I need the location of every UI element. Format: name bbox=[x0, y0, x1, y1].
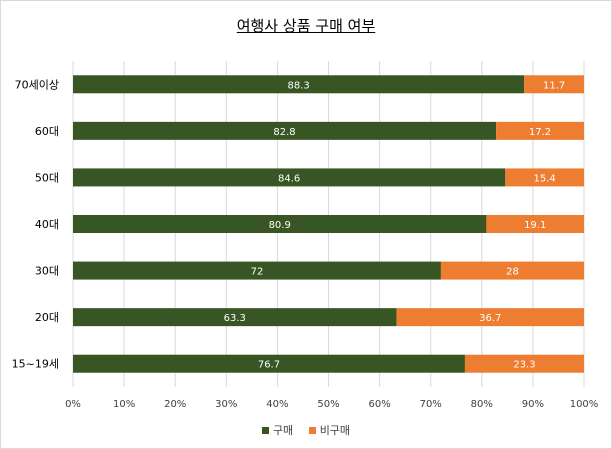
bar-non-purchase bbox=[486, 215, 584, 233]
category-label: 70세이상 bbox=[15, 78, 59, 91]
x-tick-label: 20% bbox=[164, 399, 186, 410]
bar-non-purchase bbox=[464, 354, 584, 373]
legend-item-non-purchase: 비구매 bbox=[308, 422, 351, 438]
data-label: 88.3 bbox=[287, 80, 309, 91]
x-tick-label: 0% bbox=[65, 399, 81, 410]
category-label: 20대 bbox=[35, 311, 59, 324]
bar-non-purchase bbox=[440, 261, 584, 280]
legend-label-non-purchase: 비구매 bbox=[319, 424, 351, 437]
data-label: 76.7 bbox=[258, 360, 280, 371]
bar-non-purchase bbox=[505, 168, 584, 187]
bar-non-purchase bbox=[524, 75, 584, 94]
data-label: 15.4 bbox=[534, 173, 556, 184]
x-tick-label: 40% bbox=[266, 399, 288, 410]
data-label: 80.9 bbox=[269, 220, 291, 231]
data-label: 11.7 bbox=[543, 80, 565, 91]
data-label: 82.8 bbox=[273, 127, 295, 138]
category-label: 40대 bbox=[35, 218, 59, 231]
legend-label-purchase: 구매 bbox=[272, 424, 294, 437]
bar-purchase bbox=[73, 75, 525, 94]
data-label: 17.2 bbox=[529, 127, 551, 138]
x-tick-label: 30% bbox=[215, 399, 237, 410]
x-tick-label: 70% bbox=[420, 399, 442, 410]
x-tick-label: 80% bbox=[471, 399, 493, 410]
data-label: 72 bbox=[251, 267, 264, 278]
bar-purchase bbox=[73, 308, 397, 327]
data-label: 23.3 bbox=[513, 360, 535, 371]
data-label: 84.6 bbox=[278, 173, 300, 184]
x-tick-label: 90% bbox=[522, 399, 544, 410]
legend-swatch-purchase bbox=[261, 426, 269, 434]
bar-non-purchase bbox=[396, 308, 584, 327]
x-tick-label: 60% bbox=[368, 399, 390, 410]
bar-purchase bbox=[73, 168, 506, 187]
data-label: 28 bbox=[506, 267, 519, 278]
x-tick-label: 50% bbox=[317, 399, 339, 410]
bar-purchase bbox=[73, 354, 465, 373]
bar-purchase bbox=[73, 215, 487, 233]
x-tick-label: 10% bbox=[113, 399, 135, 410]
data-label: 19.1 bbox=[524, 220, 546, 231]
category-label: 30대 bbox=[35, 265, 59, 278]
category-label: 15~19세 bbox=[12, 358, 59, 371]
bar-non-purchase bbox=[496, 121, 584, 140]
chart-title: 여행사 상품 구매 여부 bbox=[236, 17, 376, 35]
bar-purchase bbox=[73, 261, 441, 280]
x-tick-label: 100% bbox=[570, 399, 599, 410]
category-label: 50대 bbox=[35, 171, 59, 184]
legend: 구매 비구매 bbox=[1, 422, 611, 438]
data-label: 36.7 bbox=[479, 313, 501, 324]
legend-swatch-non-purchase bbox=[308, 426, 316, 434]
legend-item-purchase: 구매 bbox=[261, 422, 294, 438]
data-label: 63.3 bbox=[224, 313, 246, 324]
category-label: 60대 bbox=[35, 125, 59, 138]
bar-purchase bbox=[73, 121, 497, 140]
